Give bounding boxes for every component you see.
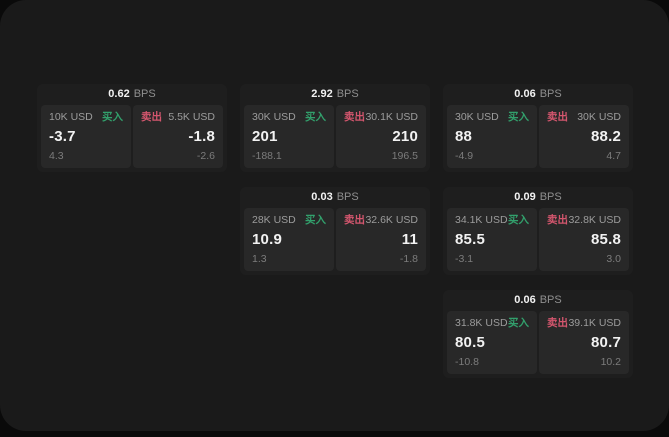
sell-price: 80.7 xyxy=(591,334,621,351)
buy-size: 31.8K USD xyxy=(455,317,508,329)
bps-header: 2.92 BPS xyxy=(244,84,426,105)
buy-side-label: 买入 xyxy=(102,111,123,123)
buy-price: 10.9 xyxy=(252,231,282,248)
sell-tile[interactable]: 卖出 30K USD 88.2 4.7 xyxy=(539,105,629,168)
sell-delta: -1.8 xyxy=(399,253,418,265)
sell-size: 39.1K USD xyxy=(568,317,621,329)
buy-side-label: 买入 xyxy=(305,111,326,123)
sell-size: 5.5K USD xyxy=(168,111,215,123)
buy-price: 80.5 xyxy=(455,334,485,351)
buy-delta: -4.9 xyxy=(455,150,474,162)
quote-tiles: 28K USD 买入 10.9 1.3 卖出 32.6K USD 11 -1.8 xyxy=(244,208,426,271)
quote-tiles: 34.1K USD 买入 85.5 -3.1 卖出 32.8K USD 85.8… xyxy=(447,208,629,271)
quote-card: 0.09 BPS 34.1K USD 买入 85.5 -3.1 卖出 32.8K… xyxy=(443,187,633,275)
quote-card: 0.03 BPS 28K USD 买入 10.9 1.3 卖出 32.6K US… xyxy=(240,187,430,275)
buy-tile[interactable]: 31.8K USD 买入 80.5 -10.8 xyxy=(447,311,537,374)
quote-tiles: 30K USD 买入 201 -188.1 卖出 30.1K USD 210 1… xyxy=(244,105,426,168)
buy-tile[interactable]: 34.1K USD 买入 85.5 -3.1 xyxy=(447,208,537,271)
quote-card: 0.06 BPS 30K USD 买入 88 -4.9 卖出 30K USD 8… xyxy=(443,84,633,172)
quote-tiles: 10K USD 买入 -3.7 4.3 卖出 5.5K USD -1.8 -2.… xyxy=(41,105,223,168)
sell-tile[interactable]: 卖出 39.1K USD 80.7 10.2 xyxy=(539,311,629,374)
bps-value: 0.06 xyxy=(514,294,536,306)
buy-price: 88 xyxy=(455,128,473,145)
bps-unit-label: BPS xyxy=(539,88,562,100)
sell-side-label: 卖出 xyxy=(547,214,568,226)
buy-delta: -188.1 xyxy=(252,150,282,162)
buy-size: 10K USD xyxy=(49,111,93,123)
quote-card: 0.62 BPS 10K USD 买入 -3.7 4.3 卖出 5.5K USD… xyxy=(37,84,227,172)
buy-tile[interactable]: 28K USD 买入 10.9 1.3 xyxy=(244,208,334,271)
sell-price: 210 xyxy=(392,128,418,145)
bps-value: 0.03 xyxy=(311,191,333,203)
quote-card: 0.06 BPS 31.8K USD 买入 80.5 -10.8 卖出 39.1… xyxy=(443,290,633,378)
buy-delta: 4.3 xyxy=(49,150,64,162)
buy-size: 30K USD xyxy=(252,111,296,123)
buy-side-label: 买入 xyxy=(508,111,529,123)
quote-grid: 0.62 BPS 10K USD 买入 -3.7 4.3 卖出 5.5K USD… xyxy=(37,84,633,378)
sell-size: 30K USD xyxy=(577,111,621,123)
bps-unit-label: BPS xyxy=(539,191,562,203)
buy-price: 201 xyxy=(252,128,278,145)
buy-size: 30K USD xyxy=(455,111,499,123)
bps-unit-label: BPS xyxy=(336,88,359,100)
sell-side-label: 卖出 xyxy=(141,111,162,123)
bps-unit-label: BPS xyxy=(133,88,156,100)
bps-header: 0.06 BPS xyxy=(447,84,629,105)
buy-price: -3.7 xyxy=(49,128,76,145)
bps-value: 0.06 xyxy=(514,88,536,100)
buy-delta: 1.3 xyxy=(252,253,267,265)
bps-unit-label: BPS xyxy=(336,191,359,203)
buy-side-label: 买入 xyxy=(508,214,529,226)
bps-value: 0.62 xyxy=(108,88,130,100)
sell-size: 32.6K USD xyxy=(365,214,418,226)
bps-value: 0.09 xyxy=(514,191,536,203)
sell-delta: 3.0 xyxy=(606,253,621,265)
bps-unit-label: BPS xyxy=(539,294,562,306)
buy-price: 85.5 xyxy=(455,231,485,248)
sell-tile[interactable]: 卖出 32.6K USD 11 -1.8 xyxy=(336,208,426,271)
sell-side-label: 卖出 xyxy=(344,111,365,123)
sell-size: 30.1K USD xyxy=(365,111,418,123)
sell-delta: 4.7 xyxy=(606,150,621,162)
sell-delta: 10.2 xyxy=(600,356,621,368)
buy-tile[interactable]: 30K USD 买入 201 -188.1 xyxy=(244,105,334,168)
sell-side-label: 卖出 xyxy=(547,317,568,329)
sell-tile[interactable]: 卖出 32.8K USD 85.8 3.0 xyxy=(539,208,629,271)
bps-header: 0.03 BPS xyxy=(244,187,426,208)
buy-size: 34.1K USD xyxy=(455,214,508,226)
buy-side-label: 买入 xyxy=(305,214,326,226)
quote-tiles: 31.8K USD 买入 80.5 -10.8 卖出 39.1K USD 80.… xyxy=(447,311,629,374)
sell-price: 88.2 xyxy=(591,128,621,145)
sell-price: 85.8 xyxy=(591,231,621,248)
sell-price: -1.8 xyxy=(188,128,215,145)
sell-tile[interactable]: 卖出 5.5K USD -1.8 -2.6 xyxy=(133,105,223,168)
bps-value: 2.92 xyxy=(311,88,333,100)
sell-size: 32.8K USD xyxy=(568,214,621,226)
buy-size: 28K USD xyxy=(252,214,296,226)
bps-header: 0.06 BPS xyxy=(447,290,629,311)
bps-header: 0.62 BPS xyxy=(41,84,223,105)
sell-side-label: 卖出 xyxy=(344,214,365,226)
buy-side-label: 买入 xyxy=(508,317,529,329)
bps-header: 0.09 BPS xyxy=(447,187,629,208)
sell-delta: 196.5 xyxy=(391,150,418,162)
quote-tiles: 30K USD 买入 88 -4.9 卖出 30K USD 88.2 4.7 xyxy=(447,105,629,168)
buy-tile[interactable]: 10K USD 买入 -3.7 4.3 xyxy=(41,105,131,168)
sell-tile[interactable]: 卖出 30.1K USD 210 196.5 xyxy=(336,105,426,168)
buy-delta: -3.1 xyxy=(455,253,474,265)
quote-card: 2.92 BPS 30K USD 买入 201 -188.1 卖出 30.1K … xyxy=(240,84,430,172)
sell-delta: -2.6 xyxy=(196,150,215,162)
sell-side-label: 卖出 xyxy=(547,111,568,123)
sell-price: 11 xyxy=(401,231,418,248)
buy-tile[interactable]: 30K USD 买入 88 -4.9 xyxy=(447,105,537,168)
buy-delta: -10.8 xyxy=(455,356,479,368)
